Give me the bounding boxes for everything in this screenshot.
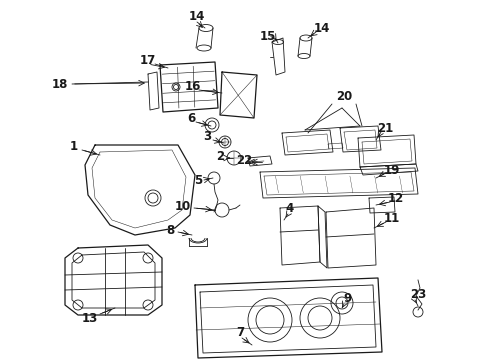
Text: 18: 18 xyxy=(52,77,68,90)
Text: 8: 8 xyxy=(165,224,174,237)
Text: 7: 7 xyxy=(235,327,244,339)
Text: 11: 11 xyxy=(383,211,399,225)
Text: 17: 17 xyxy=(140,54,156,67)
Text: 19: 19 xyxy=(383,163,399,176)
Text: 12: 12 xyxy=(387,192,403,204)
Text: 9: 9 xyxy=(343,292,351,305)
Text: 1: 1 xyxy=(70,139,78,153)
Text: 15: 15 xyxy=(259,30,276,42)
Text: 21: 21 xyxy=(376,122,392,135)
Text: 22: 22 xyxy=(235,153,252,166)
Text: 5: 5 xyxy=(193,174,202,186)
Text: 23: 23 xyxy=(409,288,425,301)
Text: 6: 6 xyxy=(186,112,195,125)
Text: 3: 3 xyxy=(203,130,211,143)
Text: 14: 14 xyxy=(313,22,329,35)
Text: 2: 2 xyxy=(216,149,224,162)
Text: 16: 16 xyxy=(184,80,201,93)
Text: 4: 4 xyxy=(285,202,293,215)
Text: 10: 10 xyxy=(175,199,191,212)
Text: 13: 13 xyxy=(81,311,98,324)
Text: 14: 14 xyxy=(188,9,205,22)
Text: 20: 20 xyxy=(335,90,351,103)
